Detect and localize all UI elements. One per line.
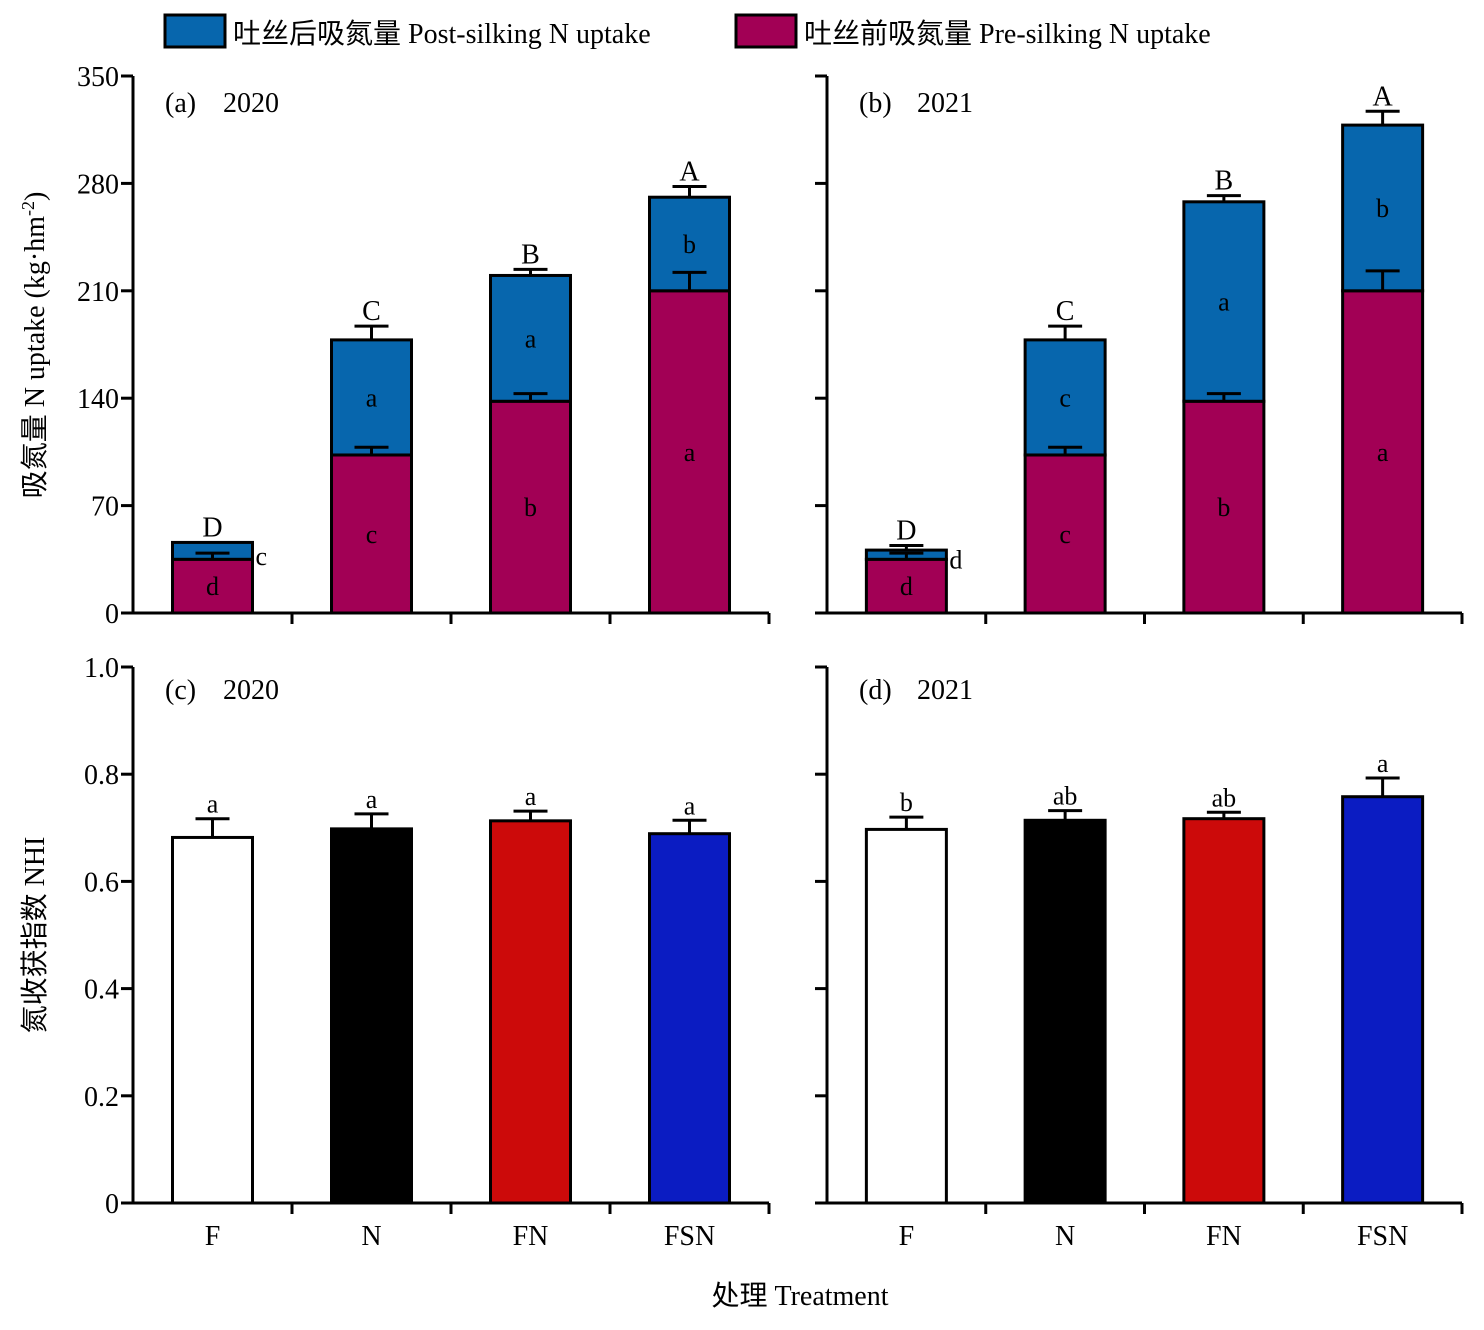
panel-b-label: (b): [859, 88, 892, 119]
letter-total-F: D: [202, 512, 222, 543]
letter-total-F: D: [896, 515, 916, 546]
letter-total-FN: B: [521, 239, 540, 270]
panel-d-label: (d): [859, 675, 892, 706]
panel-b-year: 2021: [917, 88, 973, 119]
panel-c-year: 2020: [223, 675, 279, 706]
top-y-axis-label: 吸氮量 N uptake (kg·hm-2): [18, 192, 51, 499]
letter-pre-silking-F: d: [900, 572, 913, 601]
letter-nhi-F: a: [207, 790, 219, 819]
panel-a-ytick-label: 210: [77, 277, 119, 308]
legend: 吐丝后吸氮量 Post-silking N uptake 吐丝前吸氮量 Pre-…: [163, 13, 1211, 50]
bottom-y-axis-label: 氮收获指数 NHI: [19, 837, 51, 1034]
panel-c-ytick-label: 0.8: [84, 760, 119, 791]
bar-nhi-N: [1023, 818, 1107, 1205]
legend-swatch-pre-silking: [734, 13, 798, 49]
bar-pre-silking-N: [1023, 453, 1107, 615]
letter-pre-silking-F: d: [206, 572, 219, 601]
panel-d-year: 2021: [917, 675, 973, 706]
legend-label-pre-silking: 吐丝前吸氮量 Pre-silking N uptake: [804, 18, 1211, 50]
letter-total-FSN: A: [1373, 81, 1394, 112]
panel-d-xtick-label-F: F: [899, 1221, 915, 1252]
letter-nhi-FSN: a: [684, 791, 696, 820]
bar-pre-silking-FN: [1182, 399, 1266, 615]
letter-post-silking-FSN: b: [1376, 194, 1389, 223]
panel-d-xtick-label-N: N: [1055, 1221, 1075, 1252]
letter-post-silking-FN: a: [1218, 288, 1230, 317]
letter-post-silking-N: c: [1059, 383, 1071, 412]
letter-pre-silking-FN: b: [1217, 493, 1230, 522]
panel-c-label: (c): [165, 675, 196, 706]
panel-c-ytick-label: 1.0: [84, 653, 119, 684]
letter-post-silking-FSN: b: [683, 230, 696, 259]
letter-total-FSN: A: [679, 156, 700, 187]
bar-nhi-N: [330, 827, 413, 1205]
letter-total-N: C: [1056, 296, 1075, 327]
panel-a-ytick-label: 0: [105, 599, 119, 630]
panel-c-xtick-label-N: N: [361, 1221, 381, 1252]
panel-a-ytick-label: 350: [77, 62, 119, 93]
letter-post-silking-F: d: [949, 546, 962, 575]
panel-a-ytick-label: 140: [77, 384, 119, 415]
legend-swatch-post-silking: [163, 13, 227, 49]
panel-c-xtick-label-FN: FN: [513, 1221, 549, 1252]
panel-a-2020-n-uptake: (a) 2020 d c D c a Cb a Ba b A 0 70 140 210 280 350: [77, 62, 771, 630]
panel-c-ytick-label: 0: [105, 1189, 119, 1220]
letter-pre-silking-FSN: a: [1377, 438, 1389, 467]
letter-post-silking-N: a: [366, 383, 378, 412]
bar-nhi-FSN: [1341, 795, 1425, 1205]
letter-nhi-N: ab: [1053, 782, 1078, 811]
panel-d-xtick-label-FSN: FSN: [1357, 1221, 1408, 1252]
panel-a-ytick-label: 280: [77, 169, 119, 200]
bar-nhi-FSN: [648, 832, 731, 1205]
bar-post-silking-N: [1023, 338, 1107, 457]
letter-nhi-FN: ab: [1212, 783, 1237, 812]
panel-c-ytick-label: 0.2: [84, 1082, 119, 1113]
x-axis-label: 处理 Treatment: [711, 1280, 888, 1312]
letter-nhi-N: a: [366, 785, 378, 814]
letter-pre-silking-N: c: [1059, 520, 1071, 549]
bar-nhi-FN: [489, 819, 572, 1205]
letter-pre-silking-FN: b: [524, 493, 537, 522]
letter-nhi-FSN: a: [1377, 749, 1389, 778]
letter-nhi-FN: a: [525, 782, 537, 811]
bar-nhi-F: [171, 835, 254, 1205]
panel-c-ytick-label: 0.6: [84, 867, 119, 898]
panel-a-ytick-label: 70: [91, 492, 119, 523]
letter-pre-silking-FSN: a: [684, 438, 696, 467]
letter-post-silking-FN: a: [525, 324, 537, 353]
letter-post-silking-F: c: [256, 542, 268, 571]
bar-nhi-F: [864, 827, 948, 1205]
bar-pre-silking-FSN: [1341, 289, 1425, 615]
bar-post-silking-FN: [1182, 200, 1266, 403]
panel-a-year: 2020: [223, 88, 279, 119]
bar-nhi-FN: [1182, 817, 1266, 1205]
letter-pre-silking-N: c: [366, 520, 378, 549]
panel-c-xtick-label-F: F: [205, 1221, 221, 1252]
letter-nhi-F: b: [900, 788, 913, 817]
panel-c-xtick-label-FSN: FSN: [664, 1221, 715, 1252]
legend-label-post-silking: 吐丝后吸氮量 Post-silking N uptake: [233, 18, 651, 50]
panel-a-label: (a): [165, 88, 196, 119]
letter-total-FN: B: [1215, 166, 1234, 197]
panel-d-xtick-label-FN: FN: [1206, 1221, 1242, 1252]
panel-c-ytick-label: 0.4: [84, 975, 119, 1006]
letter-total-N: C: [362, 296, 381, 327]
